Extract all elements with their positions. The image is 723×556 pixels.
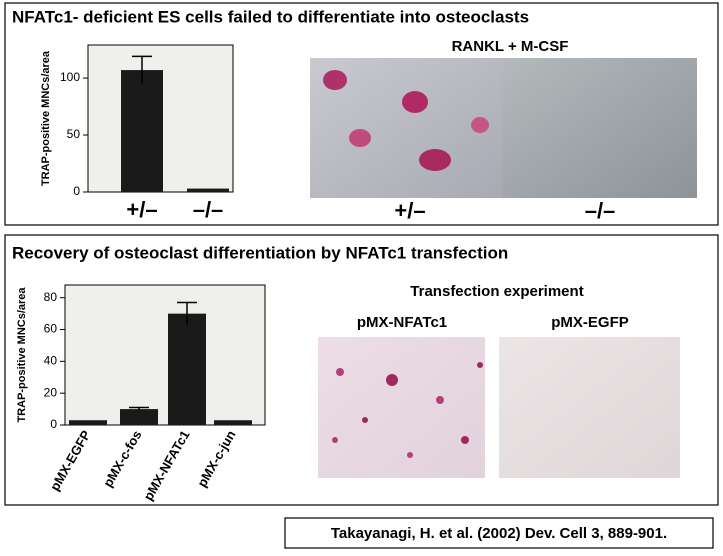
panel-title: Recovery of osteoclast differentiation b…: [12, 243, 508, 262]
x-tick-label: pMX-c-jun: [194, 428, 238, 490]
y-tick-label: 0: [73, 184, 80, 198]
image-title: Transfection experiment: [410, 283, 583, 300]
plot-area: [64, 284, 266, 426]
image-label: –/–: [585, 198, 616, 223]
citation-box: [284, 517, 714, 549]
micrograph: [499, 337, 680, 478]
x-tick-label: +/–: [126, 197, 157, 222]
bar: [187, 188, 229, 192]
panel-box: [4, 2, 719, 226]
panel-title: NFATc1- deficient ES cells failed to dif…: [12, 7, 529, 26]
error-bar: [129, 406, 149, 411]
error-bar: [177, 301, 197, 325]
image-title: RANKL + M-CSF: [452, 38, 569, 55]
x-tick-label: pMX-c-fos: [100, 428, 144, 490]
y-axis-label: TRAP-positive MNCs/area: [40, 50, 52, 186]
y-tick-label: 60: [44, 322, 58, 336]
y-tick-label: 40: [44, 354, 58, 368]
image-label: +/–: [394, 198, 425, 223]
micrograph: [318, 337, 485, 478]
image-label: pMX-NFATc1: [357, 314, 447, 331]
x-tick-label: –/–: [193, 197, 224, 222]
y-tick-label: 0: [50, 417, 57, 431]
bar: [214, 420, 252, 425]
bar: [120, 409, 158, 425]
micrograph: [310, 58, 503, 198]
error-bar: [132, 55, 152, 84]
micrograph: [503, 58, 697, 198]
bar: [168, 313, 206, 425]
x-tick-label: pMX-EGFP: [47, 427, 94, 493]
y-tick-label: 50: [67, 127, 81, 141]
x-tick-label: pMX-NFATc1: [140, 428, 192, 503]
citation: Takayanagi, H. et al. (2002) Dev. Cell 3…: [331, 525, 667, 542]
bar: [69, 420, 107, 425]
y-tick-label: 80: [44, 290, 58, 304]
y-axis-label: TRAP-positive MNCs/area: [16, 287, 28, 423]
y-tick-label: 20: [44, 385, 58, 399]
bar: [121, 70, 163, 192]
panel-box: [4, 234, 719, 506]
y-tick-label: 100: [60, 70, 80, 84]
image-label: pMX-EGFP: [551, 314, 629, 331]
